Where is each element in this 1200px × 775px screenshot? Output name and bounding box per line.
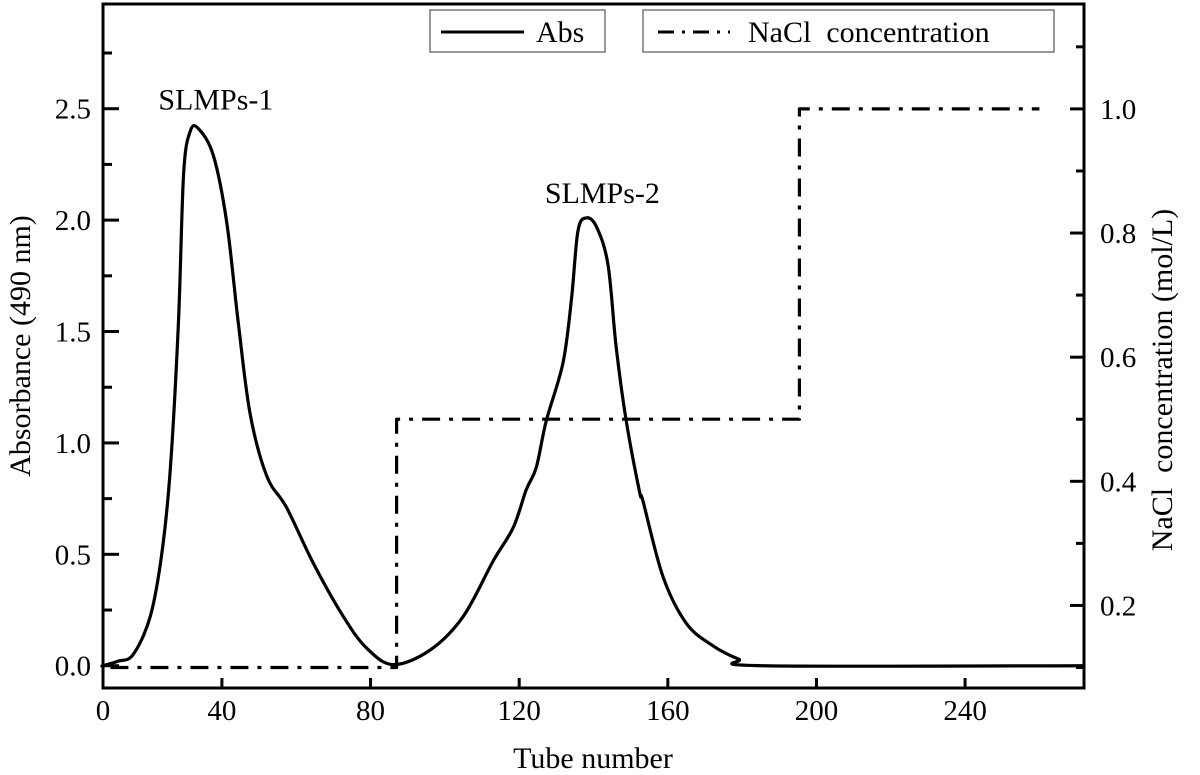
x-axis-ticks: 0 40 80 120 160 200 240: [96, 678, 987, 727]
annotation-slmps-2: SLMPs-2: [545, 177, 660, 210]
x-tick-label: 120: [497, 695, 541, 727]
y2-tick-label: 1.0: [1100, 94, 1136, 126]
y-tick-label: 0.5: [55, 539, 91, 571]
x-tick-label: 160: [646, 695, 690, 727]
y-tick-label: 2.5: [55, 94, 91, 126]
series-layer: [100, 107, 1085, 670]
y-axis-title-left: Absorbance (490 nm): [4, 215, 37, 477]
y2-tick-label: 0.4: [1100, 466, 1137, 498]
y2-tick-label: 0.2: [1100, 590, 1136, 622]
legend-item-abs: Abs: [429, 9, 606, 53]
series-line-abs: [100, 123, 1085, 668]
y2-tick-label: 0.8: [1100, 218, 1136, 250]
annotation-slmps-1: SLMPs-1: [158, 84, 273, 117]
y-tick-label: 1.0: [55, 428, 91, 460]
x-tick-label: 40: [207, 695, 236, 727]
y-axis-title-right: NaCl concentration (mol/L): [1146, 209, 1179, 551]
x-axis-title: Tube number: [513, 742, 673, 775]
legend: Abs NaCl concentration: [429, 9, 1055, 53]
left-axis-ticks: 0.0 0.5 1.0 1.5 2.0 2.5: [55, 51, 119, 683]
y-tick-label: 1.5: [55, 317, 91, 349]
plot-frame: [101, 2, 1086, 690]
y-tick-label: 0.0: [55, 651, 91, 683]
series-line-nacl: [110, 107, 1040, 670]
x-tick-label: 80: [356, 695, 385, 727]
legend-item-nacl: NaCl concentration: [642, 9, 1055, 53]
x-tick-label: 200: [795, 695, 839, 727]
x-tick-label: 0: [96, 695, 111, 727]
y2-tick-label: 0.6: [1100, 342, 1136, 374]
right-axis-ticks: 0.2 0.4 0.6 0.8 1.0: [1070, 45, 1137, 670]
legend-box-nacl: [642, 9, 1055, 53]
legend-label-nacl: NaCl concentration: [748, 16, 990, 49]
y-tick-label: 2.0: [55, 205, 91, 237]
legend-label-abs: Abs: [536, 16, 584, 49]
x-tick-label: 240: [943, 695, 987, 727]
